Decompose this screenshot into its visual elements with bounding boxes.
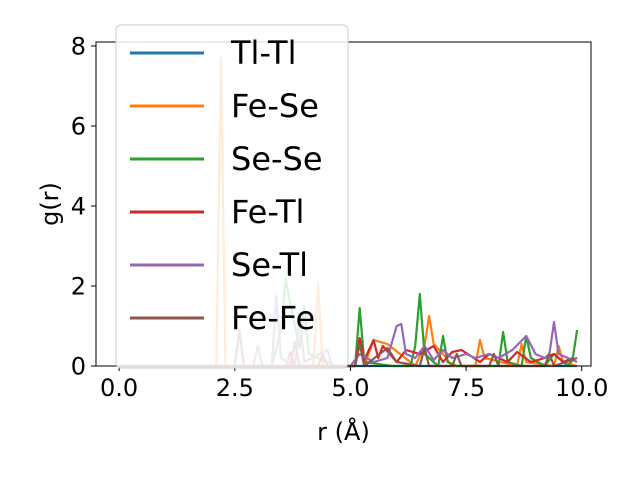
x-tick-label: 2.5 <box>216 374 254 402</box>
legend-label-fe-tl: Fe-Tl <box>231 193 304 231</box>
x-tick-label: 0.0 <box>100 374 138 402</box>
legend-label-fe-fe: Fe-Fe <box>231 299 315 337</box>
legend-box <box>115 24 349 369</box>
legend-label-fe-se: Fe-Se <box>231 87 319 125</box>
x-tick-label: 7.5 <box>447 374 485 402</box>
y-tick-label: 8 <box>71 33 86 61</box>
x-axis-label: r (Å) <box>317 417 370 446</box>
ticks-layer: 0.0 2.5 5.0 7.5 10.0 0 2 4 6 8 <box>71 33 609 403</box>
y-tick-label: 4 <box>71 193 86 221</box>
y-axis-label: g(r) <box>36 182 64 226</box>
y-tick-label: 2 <box>71 273 86 301</box>
legend-label-se-se: Se-Se <box>231 140 323 178</box>
y-tick-label: 0 <box>71 353 86 381</box>
legend-label-se-tl: Se-Tl <box>231 246 308 284</box>
x-tick-label: 5.0 <box>331 374 369 402</box>
legend-label-tl-tl: Tl-Tl <box>230 34 296 72</box>
legend: Tl-Tl Fe-Se Se-Se Fe-Tl Se-Tl Fe-Fe <box>115 24 349 369</box>
y-tick-label: 6 <box>71 113 86 141</box>
x-tick-label: 10.0 <box>555 374 608 402</box>
